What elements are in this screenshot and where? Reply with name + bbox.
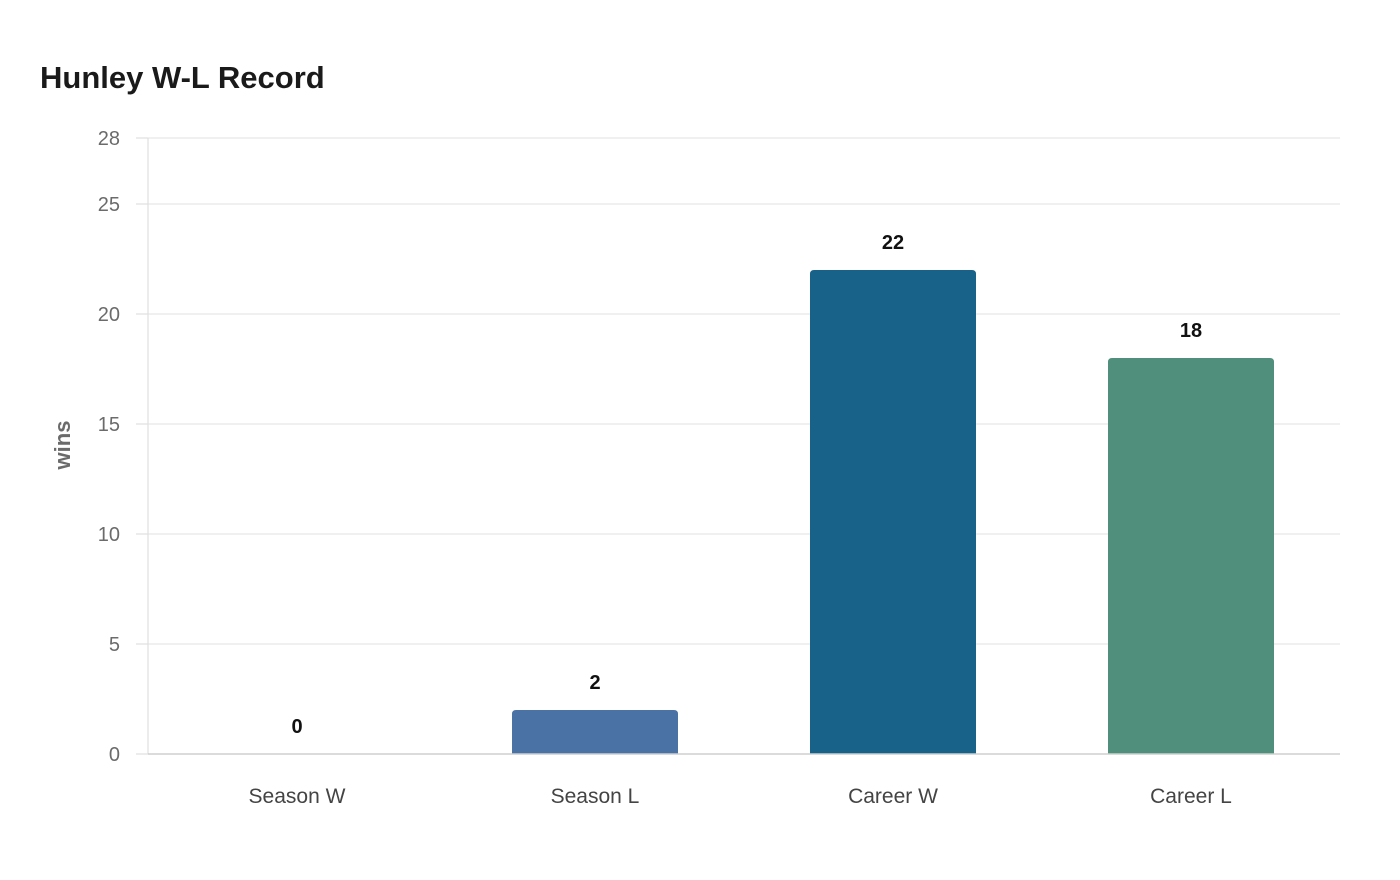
x-tick-label: Season L xyxy=(551,785,640,808)
y-tick-label: 20 xyxy=(98,304,120,326)
bar-career-l xyxy=(1108,358,1274,754)
x-tick-label: Career L xyxy=(1150,785,1232,808)
chart-title: Hunley W-L Record xyxy=(40,60,325,95)
bar-career-w xyxy=(810,270,976,754)
value-label: 2 xyxy=(589,672,600,694)
bars xyxy=(512,270,1274,754)
y-tick-label: 5 xyxy=(109,634,120,656)
value-label: 22 xyxy=(882,232,904,254)
grid-lines xyxy=(148,137,1340,645)
value-label: 18 xyxy=(1180,320,1202,342)
y-tick-label: 15 xyxy=(98,414,120,436)
y-tick-label: 28 xyxy=(98,128,120,150)
x-axis-ticks: Season W Season L Career W Career L xyxy=(249,785,1232,808)
x-tick-label: Season W xyxy=(249,785,346,808)
y-axis-ticks: 0 5 10 15 20 25 28 xyxy=(98,128,148,766)
y-tick-label: 10 xyxy=(98,524,120,546)
value-label: 0 xyxy=(291,716,302,738)
y-tick-label: 0 xyxy=(109,744,120,766)
y-axis-title: wins xyxy=(50,421,75,471)
bar-season-l xyxy=(512,710,678,754)
y-tick-label: 25 xyxy=(98,194,120,216)
x-tick-label: Career W xyxy=(848,785,938,808)
